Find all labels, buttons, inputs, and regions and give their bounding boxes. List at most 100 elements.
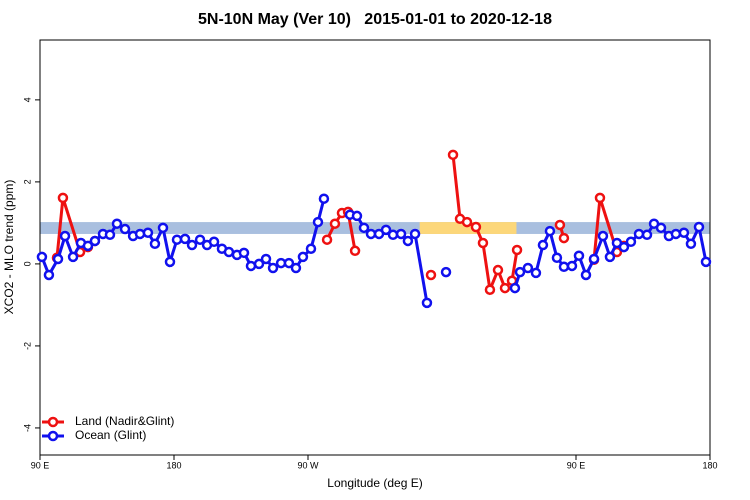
point	[447, 149, 459, 161]
point	[164, 256, 176, 268]
point	[318, 193, 330, 204]
y-tick-label: 2	[22, 179, 32, 184]
point	[297, 251, 309, 263]
point	[551, 252, 563, 264]
point	[604, 251, 616, 263]
point	[633, 228, 645, 240]
point	[387, 229, 399, 241]
point	[351, 210, 363, 222]
point	[89, 235, 101, 247]
point	[260, 253, 272, 265]
point	[186, 239, 198, 251]
point	[700, 256, 712, 268]
x-tick-label: 90 E	[567, 460, 586, 470]
y-tick-label: 4	[22, 97, 32, 102]
y-axis-label: XCO2 - MLO trend (ppm)	[2, 180, 16, 315]
point	[544, 225, 556, 237]
point	[43, 269, 55, 281]
x-tick-label: 90 W	[297, 460, 319, 470]
point	[573, 250, 585, 261]
point	[594, 192, 606, 204]
point	[678, 227, 690, 238]
legend-label: Ocean (Glint)	[75, 428, 146, 442]
point	[238, 247, 250, 259]
point	[409, 228, 421, 240]
point	[641, 229, 653, 241]
point	[179, 233, 191, 245]
point	[514, 266, 526, 278]
point	[618, 241, 630, 253]
y-tick-label: -2	[22, 342, 32, 350]
point	[157, 222, 169, 234]
x-axis-label: Longitude (deg E)	[327, 476, 422, 490]
point	[470, 221, 482, 233]
legend-marker	[47, 416, 59, 428]
point	[558, 261, 570, 273]
point	[421, 297, 433, 309]
point	[329, 218, 341, 229]
point	[380, 224, 392, 236]
point	[425, 269, 437, 281]
point	[36, 251, 48, 263]
point	[194, 234, 206, 245]
point	[566, 260, 578, 272]
point	[440, 266, 452, 278]
point	[149, 238, 161, 250]
band	[40, 222, 710, 234]
point	[349, 245, 361, 257]
point	[522, 262, 534, 274]
point	[685, 238, 697, 250]
point	[104, 229, 116, 241]
point	[59, 230, 71, 242]
point	[52, 253, 64, 265]
point	[509, 282, 521, 294]
point	[554, 219, 566, 231]
point	[655, 222, 667, 234]
chart-title: 5N-10N May (Ver 10) 2015-01-01 to 2020-1…	[198, 11, 552, 28]
point	[171, 234, 183, 245]
point	[395, 228, 407, 240]
point	[283, 257, 295, 269]
legend-marker	[47, 430, 59, 442]
point	[511, 244, 523, 256]
point	[625, 236, 637, 248]
point	[580, 269, 592, 281]
point	[119, 223, 131, 235]
point	[537, 239, 549, 251]
point	[477, 237, 489, 249]
point	[82, 240, 94, 252]
point	[321, 234, 333, 245]
point	[461, 216, 473, 228]
legend-label: Land (Nadir&Glint)	[75, 414, 174, 428]
y-tick-label: -4	[22, 424, 32, 432]
point	[693, 221, 705, 233]
point	[142, 227, 154, 238]
x-tick-label: 180	[702, 460, 717, 470]
point	[267, 262, 279, 274]
point	[253, 258, 265, 270]
point	[245, 260, 257, 272]
band-highlight	[419, 222, 517, 234]
point	[597, 230, 609, 242]
point	[484, 284, 496, 295]
point	[402, 235, 414, 247]
point	[358, 222, 370, 234]
point	[312, 216, 324, 228]
point	[558, 232, 570, 244]
y-tick-label: 0	[22, 261, 32, 266]
point	[305, 243, 317, 254]
point	[492, 264, 504, 276]
point	[208, 236, 220, 248]
point	[57, 192, 69, 204]
point	[670, 228, 682, 240]
x-tick-label: 180	[166, 460, 181, 470]
x-tick-label: 90 E	[31, 460, 50, 470]
point	[530, 267, 542, 279]
point	[111, 218, 123, 229]
point	[588, 253, 600, 265]
point	[290, 262, 302, 274]
point	[499, 282, 511, 294]
plot-frame	[39, 39, 711, 456]
point	[67, 251, 79, 263]
